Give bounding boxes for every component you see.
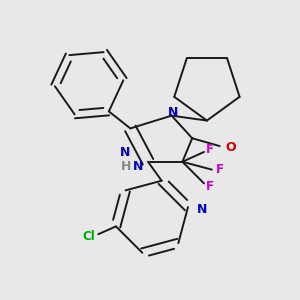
Text: O: O bbox=[226, 141, 236, 154]
Text: N: N bbox=[133, 160, 143, 173]
Text: N: N bbox=[120, 146, 131, 159]
Text: Cl: Cl bbox=[82, 230, 95, 243]
Text: F: F bbox=[206, 180, 214, 193]
Text: N: N bbox=[168, 106, 179, 119]
Text: N: N bbox=[197, 202, 207, 216]
Text: H: H bbox=[121, 160, 132, 173]
Text: F: F bbox=[216, 163, 224, 176]
Text: F: F bbox=[206, 142, 214, 155]
